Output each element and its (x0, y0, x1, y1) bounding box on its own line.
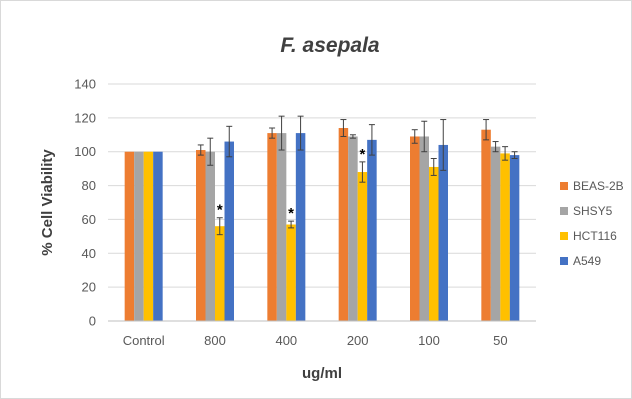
legend-swatch-HCT116 (560, 232, 568, 240)
legend-label-BEAS-2B: BEAS-2B (573, 179, 624, 193)
bar-A549-400 (295, 133, 306, 321)
bar-SHSY5-200 (348, 136, 358, 321)
error-bar-BEAS-2B-200 (340, 119, 347, 137)
error-bar-A549-400 (297, 115, 304, 151)
y-tick-label-120: 120 (74, 110, 96, 125)
error-bar-BEAS-2B-400 (269, 127, 276, 139)
chart-title: F. asepala (280, 34, 380, 57)
bar-BEAS-2B-100 (410, 136, 420, 321)
error-bar-A549-800 (226, 125, 233, 158)
significance-asterisk-800: * (217, 202, 223, 219)
bar-A549-Control (153, 151, 163, 321)
bar-BEAS-2B-400 (267, 133, 277, 321)
bar-A549-50 (509, 155, 520, 321)
bar-BEAS-2B-800 (196, 150, 206, 321)
error-bar-BEAS-2B-100 (411, 129, 418, 144)
error-bar-HCT116-50 (502, 146, 509, 161)
x-tick-label-800: 800 (204, 333, 226, 348)
error-bars (197, 115, 518, 236)
y-tick-label-60: 60 (82, 212, 96, 227)
bar-HCT116-800 (215, 226, 225, 321)
x-axis-title: ug/ml (302, 365, 342, 382)
y-axis-ticks: 0 20 40 60 80 100 120 140 (74, 77, 96, 329)
bar-SHSY5-800 (205, 151, 215, 321)
y-tick-label-40: 40 (82, 246, 96, 261)
x-tick-label-100: 100 (418, 333, 440, 348)
error-bar-HCT116-400 (288, 220, 295, 229)
bars (124, 128, 520, 321)
error-bar-HCT116-100 (430, 157, 437, 176)
bar-A549-800 (224, 141, 234, 321)
bar-SHSY5-400 (276, 133, 287, 321)
legend-label-SHSY5: SHSY5 (573, 204, 613, 218)
y-tick-label-100: 100 (74, 144, 96, 159)
bar-HCT116-400 (286, 224, 296, 321)
legend-swatch-BEAS-2B (560, 182, 568, 190)
error-bar-SHSY5-400 (278, 115, 285, 151)
y-tick-label-80: 80 (82, 178, 96, 193)
bar-BEAS-2B-50 (481, 129, 491, 321)
x-tick-label-200: 200 (347, 333, 369, 348)
y-axis-title: % Cell Viability (39, 149, 56, 256)
legend-item-BEAS-2B: BEAS-2B (560, 179, 624, 193)
error-bar-SHSY5-50 (492, 141, 499, 153)
error-bar-A549-50 (511, 151, 518, 159)
bar-BEAS-2B-200 (338, 128, 349, 321)
bar-A549-100 (438, 144, 448, 321)
legend-label-HCT116: HCT116 (573, 229, 617, 243)
legend-item-SHSY5: SHSY5 (560, 204, 613, 218)
significance-asterisk-200: * (359, 146, 365, 163)
bar-SHSY5-Control (134, 151, 144, 321)
legend-label-A549: A549 (573, 254, 601, 268)
error-bar-SHSY5-100 (421, 120, 428, 153)
error-bar-SHSY5-200 (349, 134, 356, 139)
legend-swatch-SHSY5 (560, 207, 568, 215)
error-bar-A549-100 (440, 119, 447, 171)
x-axis-ticks: Control 800 400 200 100 50 (123, 333, 508, 348)
y-tick-label-20: 20 (82, 280, 96, 295)
gridlines (108, 83, 536, 288)
bar-HCT116-100 (429, 166, 439, 321)
x-tick-label-50: 50 (493, 333, 507, 348)
error-bar-BEAS-2B-50 (483, 119, 490, 141)
legend-item-HCT116: HCT116 (560, 229, 617, 243)
error-bar-BEAS-2B-800 (197, 144, 204, 156)
error-bar-SHSY5-800 (207, 137, 214, 166)
error-bar-HCT116-200 (359, 161, 366, 183)
bar-A549-200 (367, 139, 377, 321)
y-tick-label-0: 0 (89, 314, 96, 329)
legend: BEAS-2B SHSY5 HCT116 A549 (560, 179, 624, 268)
bar-SHSY5-50 (490, 146, 501, 321)
x-tick-label-Control: Control (123, 333, 165, 348)
y-tick-label-140: 140 (74, 77, 96, 92)
bar-HCT116-200 (357, 172, 368, 321)
significance-asterisk-400: * (288, 205, 294, 222)
legend-swatch-A549 (560, 257, 568, 265)
bar-HCT116-50 (500, 153, 510, 321)
bar-SHSY5-100 (419, 136, 429, 321)
error-bar-HCT116-800 (216, 217, 223, 236)
error-bar-A549-200 (368, 124, 375, 156)
x-tick-label-400: 400 (275, 333, 297, 348)
significance-markers: * * * (217, 146, 366, 222)
bar-HCT116-Control (143, 151, 154, 321)
legend-item-A549: A549 (560, 254, 601, 268)
bar-BEAS-2B-Control (124, 151, 135, 321)
